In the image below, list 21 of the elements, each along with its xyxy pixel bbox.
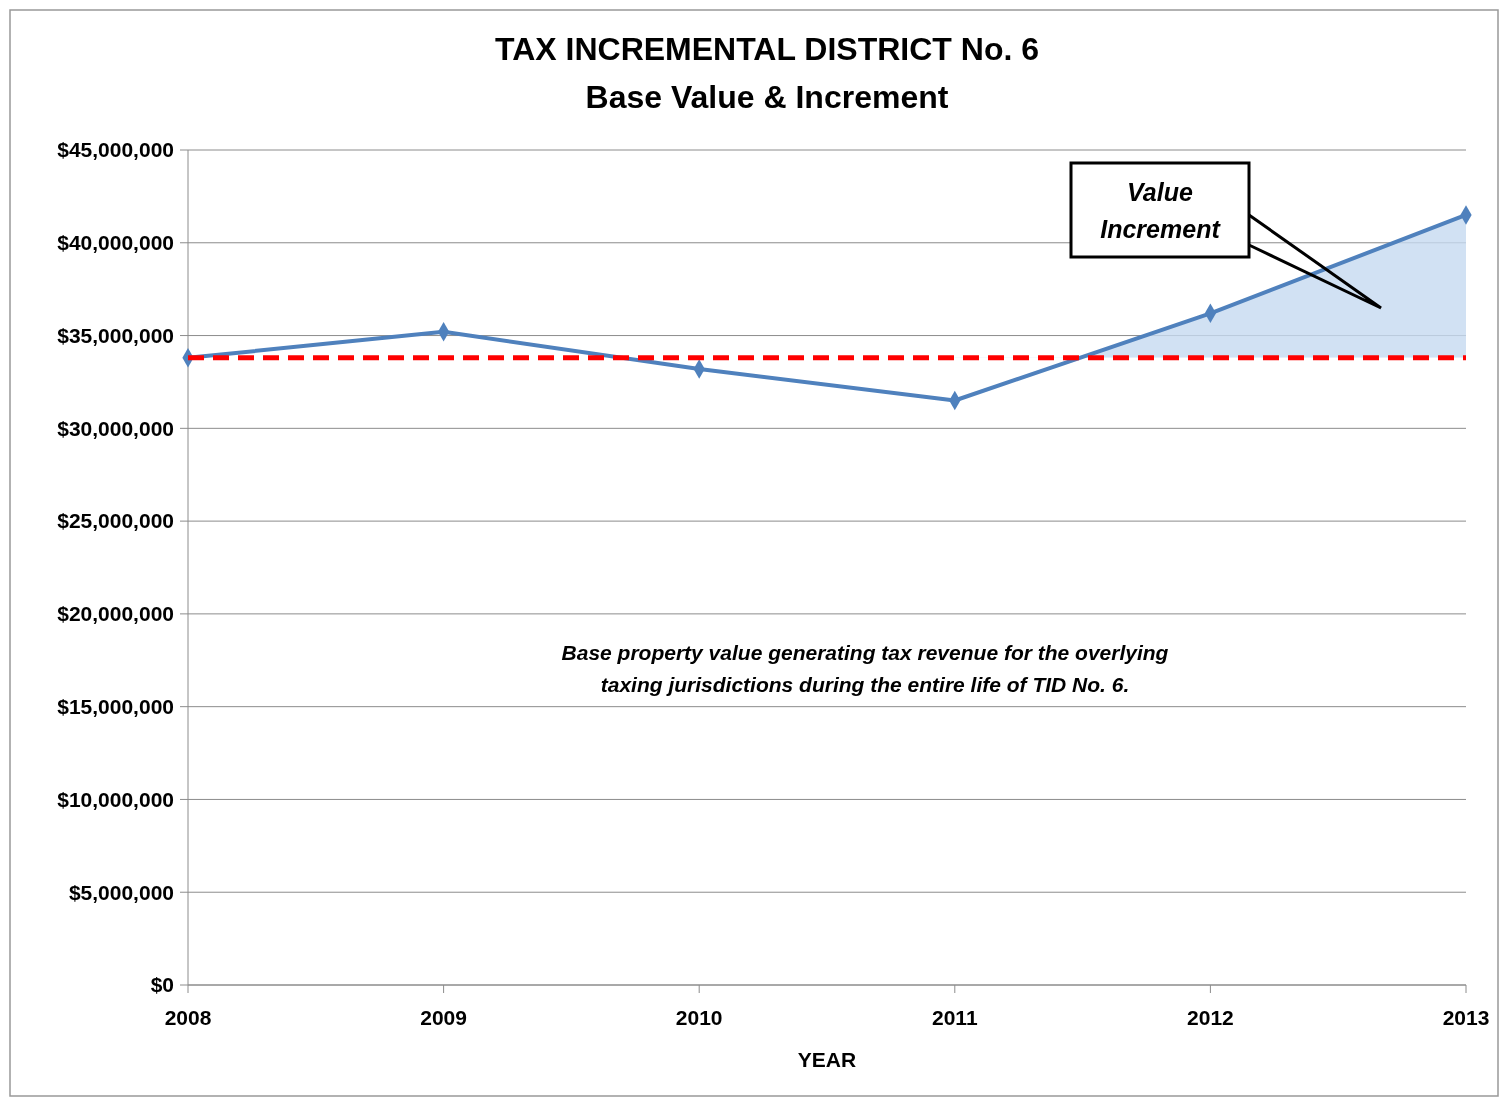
x-tick-label: 2012 (1187, 1006, 1234, 1029)
y-tick-label: $15,000,000 (57, 695, 174, 719)
x-tick-label: 2011 (932, 1006, 978, 1029)
y-tick-label: $20,000,000 (57, 602, 174, 626)
y-tick-label: $5,000,000 (68, 880, 174, 904)
y-tick-label: $40,000,000 (57, 231, 174, 255)
y-tick-label: $45,000,000 (57, 138, 174, 162)
annotation: Base property value generating tax revenue for the overlying taxing jurisdictions during the entire life of TID No. 6. (561, 641, 1169, 696)
y-tick-label: $25,000,000 (57, 509, 174, 533)
y-tick-label: $35,000,000 (57, 323, 174, 347)
annotation: Value Increment (1100, 178, 1222, 243)
y-tick-label: $30,000,000 (57, 416, 174, 440)
x-tick-label: 2013 (1442, 1006, 1490, 1029)
x-axis-title: YEAR (797, 1048, 857, 1071)
y-tick-label: $0 (150, 973, 174, 997)
chart-title: TAX INCREMENTAL DISTRICT No. 6 (495, 31, 1039, 67)
x-tick-label: 2010 (675, 1006, 723, 1029)
x-tick-label: 2008 (164, 1006, 212, 1029)
y-tick-label: $10,000,000 (57, 787, 174, 811)
chart-subtitle: Base Value & Increment (585, 79, 949, 115)
x-tick-label: 2009 (420, 1006, 467, 1029)
